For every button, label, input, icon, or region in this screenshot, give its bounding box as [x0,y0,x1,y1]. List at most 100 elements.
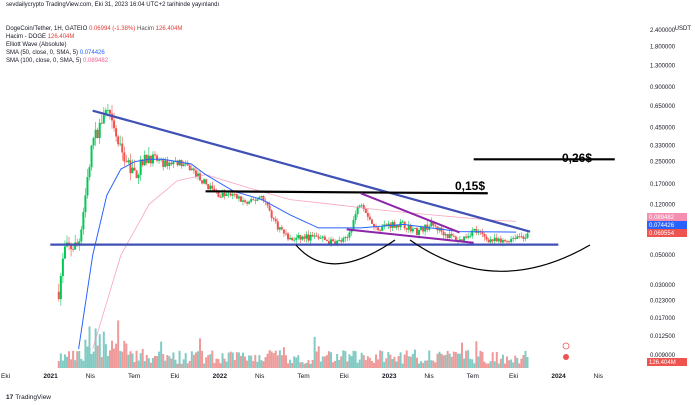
sma1-label: SMA (50, close, 0, SMA, 5) [6,50,79,56]
candle-body [164,160,167,167]
volume-bar [461,342,464,368]
sma-100-line [92,174,517,350]
candle-body [90,145,93,168]
candle-body [485,236,488,240]
candle-body [205,179,208,185]
volume-bar [268,350,271,368]
volume-bar [450,356,453,368]
candle-body [291,237,294,241]
x-tick-label: Nis [594,373,604,380]
volume-bar [176,363,179,368]
volume-bar [463,358,466,368]
volume-bar [334,360,337,368]
volume-bar [190,351,193,368]
candle-body [372,223,375,227]
candle-body [325,239,328,242]
candle-body [321,236,324,238]
sma1-value: 0.074426 [79,50,105,56]
volume-bar [180,363,183,368]
candle-body [63,246,66,259]
volume-bar [469,358,472,368]
candle-body [272,217,275,220]
currency-label: USDT [674,26,691,32]
alert-icons [562,342,570,360]
candle-body [80,229,83,242]
volume-bar [127,354,130,368]
volume-bar [143,361,146,368]
candle-body [188,165,191,171]
volume-bar [119,350,122,368]
volume-bar [381,351,384,368]
pair-change: 0.06994 (-1.38%) [88,26,136,32]
volume-bar [305,362,308,368]
price-tag-bg [647,229,687,237]
volume-bar [448,353,451,368]
volume-bar [358,359,361,368]
candle-body [467,236,470,238]
legend-elliott: Elliott Wave (Absolute) [6,42,67,48]
volume-bar [487,363,490,368]
volume-bar [106,356,109,368]
volume-bar [516,357,519,368]
volume-bar [313,336,316,368]
candle-body [113,120,116,129]
x-tick-label: Tem [467,373,479,380]
volume-bar [184,353,187,368]
x-tick-label: Nis [424,373,434,380]
volume-bar [117,320,120,368]
candle-body [59,276,62,300]
volume-bar [215,358,218,368]
volume-bar [293,356,296,368]
y-tick-label: 1.800000 [650,45,676,51]
volume-bar [493,361,496,368]
candle-body [514,238,517,239]
trend-lines [50,109,615,246]
volume-bar [168,356,171,368]
volume-bar [524,350,527,368]
volume-bar [383,361,386,368]
candle-body [344,237,347,239]
candle-body [237,196,240,199]
volume-bar [413,349,416,368]
volume-bar [526,357,529,368]
volume-bar [272,353,275,368]
volume-bar [219,363,222,368]
candle-body [332,239,335,242]
candle-body [465,236,468,238]
candle-body [336,240,339,246]
volume-bar [178,350,181,368]
trend-line-descending [92,109,531,233]
volume-bar [391,358,394,368]
brand-label: TradingView [15,394,52,401]
volume-bar [454,352,457,368]
volume-bar [57,361,60,368]
candle-body [78,241,81,245]
volume-bar [125,343,128,368]
volume-bar [237,352,240,368]
volume-bar [497,363,500,368]
tradingview-logo[interactable]: 17 TradingView [6,394,51,401]
volume-line: Hacim - DOGE [6,34,47,40]
y-tick-label: 0.017000 [650,316,676,322]
volume-bar [440,353,443,368]
x-tick-label: Nis [255,373,265,380]
volume-bar [225,361,228,368]
volume-bar [270,351,273,368]
volume-bar [282,347,285,368]
volume-bar [434,362,437,368]
volume-bar [129,351,132,368]
candle-body [350,229,353,233]
candle-body [199,173,202,181]
volume-bar [360,352,363,368]
candle-body [489,239,492,243]
volume-bar [315,351,318,368]
volume-bars [57,320,529,368]
candle-body [235,194,238,199]
candle-body [397,225,400,228]
candle-body [461,239,464,242]
volume-bar [182,359,185,368]
candle-body [153,154,156,156]
candle-body [418,229,421,235]
candle-body [469,235,472,237]
